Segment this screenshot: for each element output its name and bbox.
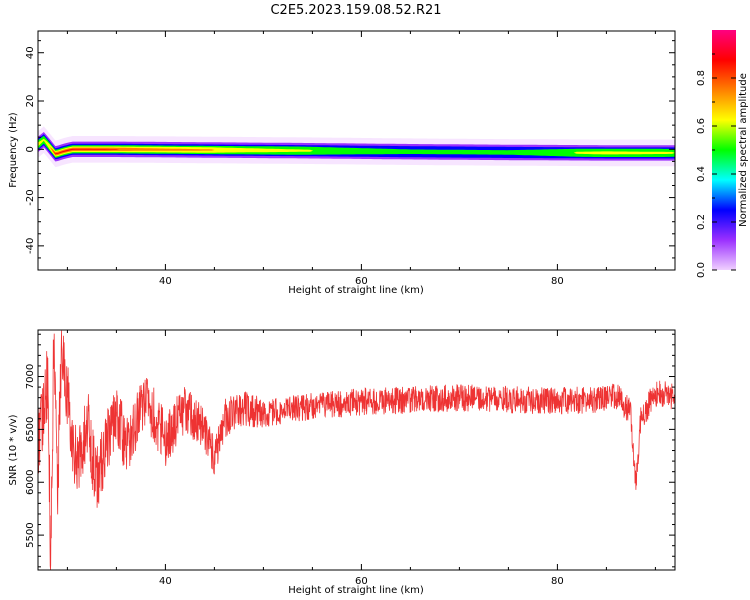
- spectrogram-ticks: 40 60 80 -40 -20 0 20 40: [25, 31, 675, 287]
- spectrogram-xtick-label: 40: [159, 276, 172, 287]
- spectrogram-ytick-label: 0: [25, 146, 36, 152]
- colorbar: 0.0 0.2 0.4 0.6 0.8 Normalized spectral ampl…: [696, 30, 749, 278]
- snr-xlabel: Height of straight line (km): [288, 585, 424, 596]
- snr-ytick-label: 5500: [25, 522, 36, 547]
- spectrogram-ytick-label: -20: [25, 189, 36, 205]
- spectrogram-ylabel: Frequency (Hz): [8, 112, 19, 188]
- snr-ticks: 40 60 80 5500 6000 6500 7000: [25, 330, 675, 587]
- snr-series-line: [37, 330, 676, 570]
- spectrogram-panel: 40 60 80 -40 -20 0 20 40 Height of straight lin…: [8, 30, 676, 296]
- colorbar-label: Normalized spectral amplitude: [738, 73, 749, 227]
- colorbar-tick-label: 0.6: [696, 118, 707, 134]
- spectrogram-layers: [38, 126, 675, 168]
- spectrogram-band-4: [38, 138, 675, 157]
- snr-layers: [37, 330, 676, 570]
- spectrogram-ytick-label: 20: [25, 95, 36, 108]
- colorbar-tick-label: 0.8: [696, 70, 707, 86]
- spectrogram-ytick-label: 40: [25, 46, 36, 59]
- colorbar-ticks: 0.0 0.2 0.4 0.6 0.8: [696, 53, 736, 278]
- snr-frame: [37, 329, 676, 571]
- snr-xtick-label: 80: [551, 576, 564, 587]
- spectrogram-xlabel: Height of straight line (km): [288, 285, 424, 296]
- snr-plot-area: [38, 330, 675, 570]
- snr-panel: 40 60 80 5500 6000 6500 7000 Height of straigh…: [8, 329, 676, 596]
- spectrogram-xtick-label: 80: [551, 276, 564, 287]
- snr-ylabel: SNR (10 * v/v): [8, 414, 19, 485]
- snr-ytick-label: 6500: [25, 417, 36, 442]
- colorbar-tick-label: 0.0: [696, 262, 707, 278]
- colorbar-gradient: [712, 30, 736, 270]
- spectrogram-xtick-label: 60: [355, 276, 368, 287]
- snr-xtick-label: 40: [159, 576, 172, 587]
- colorbar-tick-label: 0.4: [696, 166, 707, 182]
- figure-title: C2E5.2023.159.08.52.R21: [270, 3, 441, 18]
- snr-xtick-label: 60: [355, 576, 368, 587]
- snr-ytick-label: 7000: [25, 364, 36, 389]
- snr-ytick-label: 6000: [25, 470, 36, 495]
- spectrogram-ytick-label: -40: [25, 238, 36, 254]
- colorbar-tick-label: 0.2: [696, 214, 707, 230]
- spectrogram-frame: [37, 30, 676, 271]
